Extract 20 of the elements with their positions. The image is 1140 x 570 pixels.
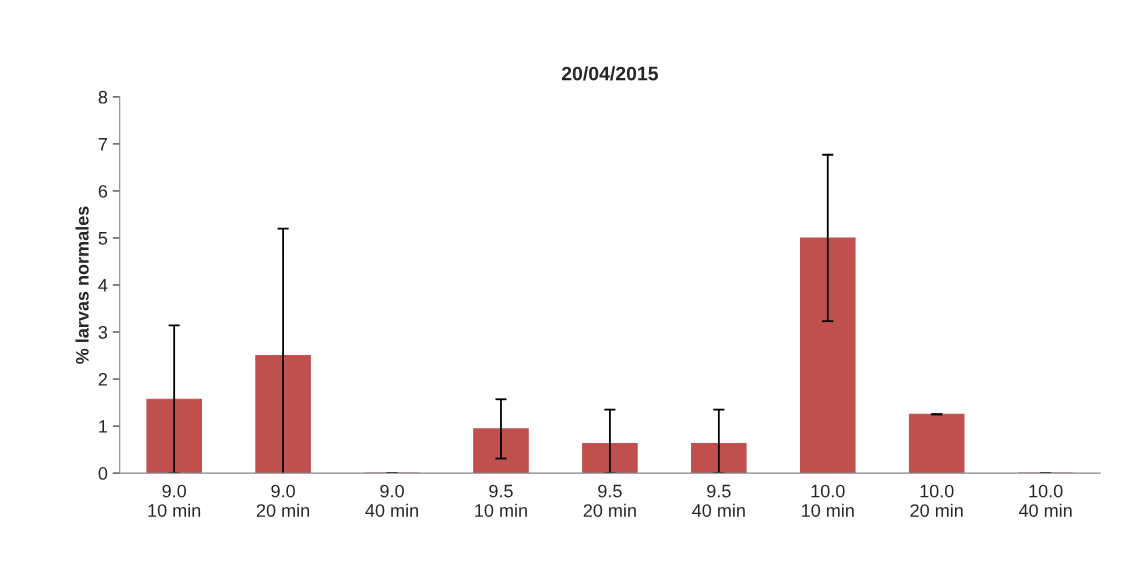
y-axis-title: % larvas normales [75, 206, 89, 364]
y-tick-label: 4 [98, 279, 108, 292]
x-tick-label: 9.0 40 min [365, 484, 418, 517]
y-tick-label: 3 [98, 325, 108, 339]
x-tick-label: 9.5 40 min [692, 484, 745, 517]
x-tick-label: 10.0 20 min [910, 484, 963, 517]
x-tick-label: 9.0 10 min [148, 484, 201, 517]
y-tick-label: 2 [98, 372, 107, 386]
x-tick-label: 9.5 20 min [583, 484, 636, 517]
x-tick-label: 9.5 10 min [475, 484, 527, 517]
y-tick-label: 7 [98, 138, 107, 151]
x-tick-label: 10.0 10 min [802, 484, 854, 517]
chart-title: 20/04/2015 [561, 66, 659, 81]
y-tick-label: 0 [98, 467, 108, 480]
y-tick-label: 5 [98, 232, 108, 245]
y-tick-label: 1 [99, 420, 108, 433]
y-tick-label: 8 [98, 90, 108, 104]
x-tick-label: 9.0 20 min [256, 484, 310, 517]
y-tick-label: 6 [98, 184, 108, 198]
x-tick-label: 10.0 40 min [1018, 484, 1072, 517]
